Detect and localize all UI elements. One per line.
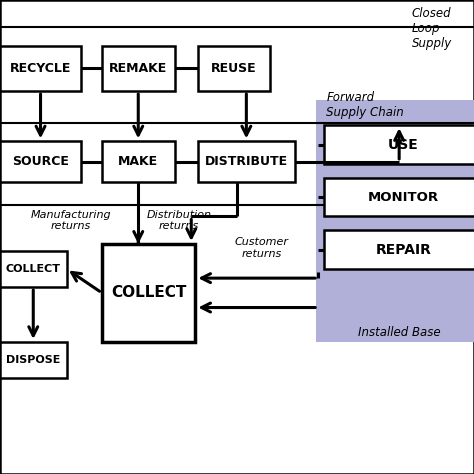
Bar [102, 46, 174, 91]
Text: REMAKE: REMAKE [109, 62, 167, 75]
Text: REUSE: REUSE [211, 62, 257, 75]
Bar [324, 230, 474, 269]
Bar [0, 251, 66, 287]
Text: Customer
returns: Customer returns [235, 237, 289, 259]
Text: REPAIR: REPAIR [375, 243, 431, 256]
Text: Forward
Supply Chain: Forward Supply Chain [327, 91, 404, 119]
Bar [0, 141, 81, 182]
Text: Closed
Loop
Supply: Closed Loop Supply [411, 7, 452, 50]
Bar [102, 141, 174, 182]
Bar [198, 46, 270, 91]
Text: USE: USE [388, 138, 419, 152]
Text: Manufacturing
returns: Manufacturing returns [30, 210, 111, 231]
Text: Distribution
returns: Distribution returns [146, 210, 211, 231]
Text: COLLECT: COLLECT [6, 264, 61, 274]
Bar [198, 141, 295, 182]
Text: MAKE: MAKE [118, 155, 158, 168]
Text: SOURCE: SOURCE [12, 155, 69, 168]
Text: COLLECT: COLLECT [111, 285, 186, 301]
Bar [0, 46, 81, 91]
Text: MONITOR: MONITOR [368, 191, 439, 204]
Bar [316, 100, 474, 342]
Bar [324, 125, 474, 164]
Bar [0, 342, 66, 378]
Bar [324, 178, 474, 217]
Bar [102, 244, 195, 342]
Text: DISTRIBUTE: DISTRIBUTE [205, 155, 288, 168]
Text: DISPOSE: DISPOSE [6, 355, 61, 365]
Text: RECYCLE: RECYCLE [10, 62, 71, 75]
Text: Installed Base: Installed Base [358, 326, 440, 339]
